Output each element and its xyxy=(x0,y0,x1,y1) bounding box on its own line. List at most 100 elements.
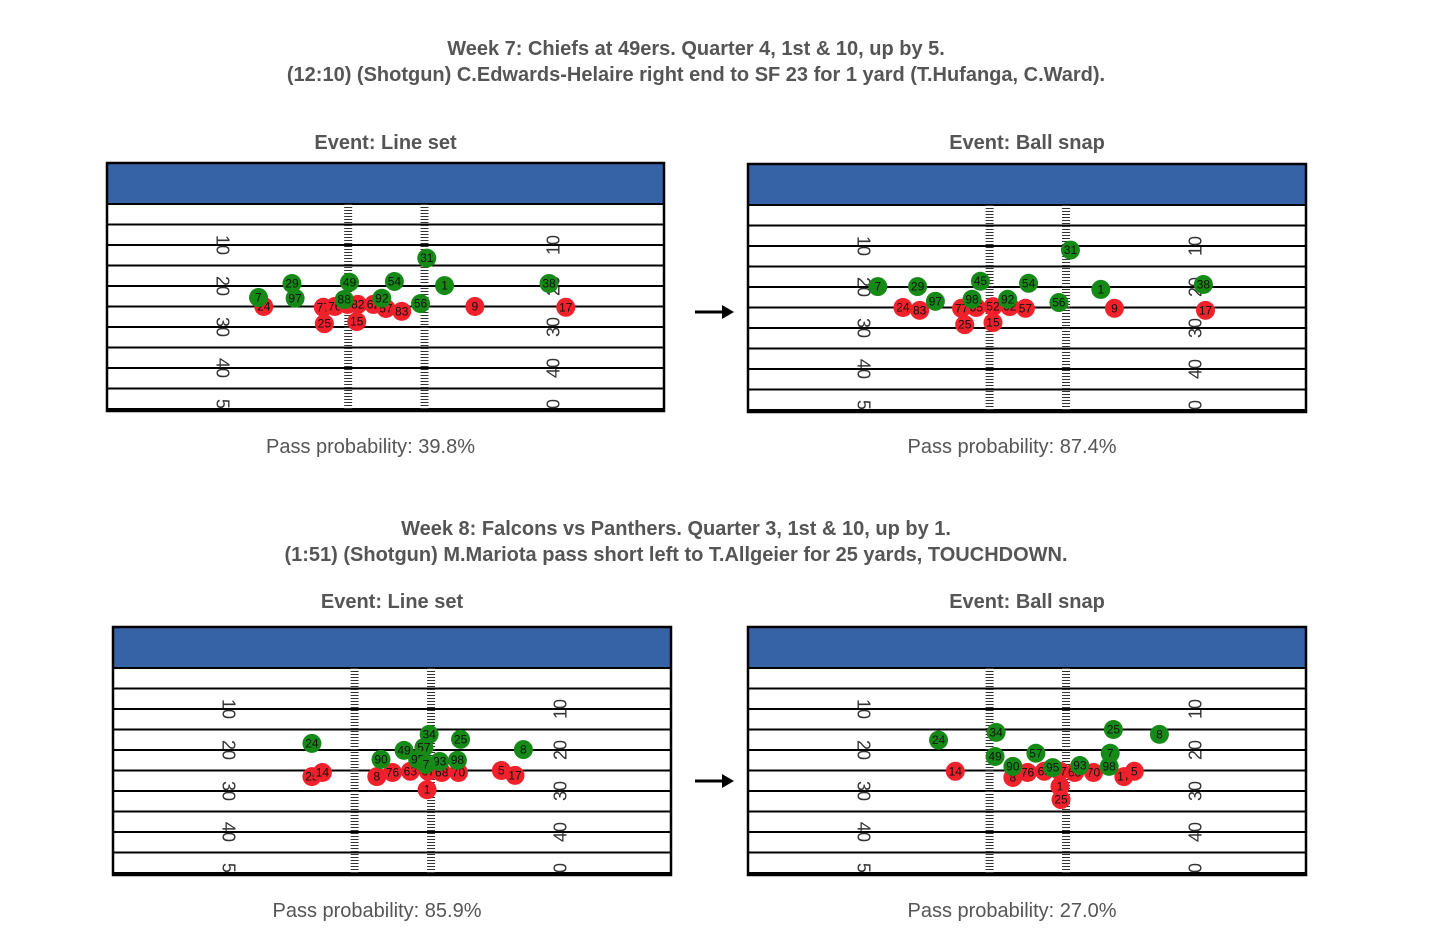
player-number: 8 xyxy=(520,743,527,757)
player-dot xyxy=(383,763,403,783)
player-number: 92 xyxy=(1001,292,1015,306)
play-description: (1:51) (Shotgun) M.Mariota pass short le… xyxy=(284,544,1067,566)
y-tick-label: 20 xyxy=(219,740,239,760)
field-border xyxy=(105,161,666,413)
endzone xyxy=(107,163,664,204)
player-number: 98 xyxy=(451,753,465,767)
player-dot xyxy=(925,291,945,311)
y-tick-label: 50 xyxy=(1186,400,1206,420)
player-number: 31 xyxy=(420,251,434,265)
player-number: 49 xyxy=(397,743,411,757)
player-number: 1 xyxy=(1097,282,1104,296)
player-dot xyxy=(1070,756,1090,776)
player-dot xyxy=(417,248,437,268)
y-tick-label: 20 xyxy=(854,740,874,760)
player-dot xyxy=(314,314,334,334)
pass-probability: Pass probability: 27.0% xyxy=(907,900,1116,922)
player-dot xyxy=(893,297,913,317)
y-tick-label: 40 xyxy=(219,822,239,842)
player-number: 76 xyxy=(1021,766,1035,780)
player-number: 56 xyxy=(414,297,428,311)
player-number: 45 xyxy=(974,274,988,288)
player-dot xyxy=(372,288,392,308)
player-dot xyxy=(539,274,559,294)
y-tick-label: 50 xyxy=(551,863,571,883)
player-dot xyxy=(945,761,965,781)
player-dot xyxy=(249,287,269,307)
player-number: 14 xyxy=(316,766,330,780)
y-tick-label: 10 xyxy=(212,235,232,255)
player-dot xyxy=(513,740,533,760)
player-number: 97 xyxy=(929,294,943,308)
y-tick-label: 10 xyxy=(544,235,564,255)
player-dot xyxy=(1195,300,1215,320)
y-tick-label: 30 xyxy=(1186,781,1206,801)
player-number: 49 xyxy=(343,275,357,289)
y-tick-label: 10 xyxy=(551,699,571,719)
panel-title: Event: Ball snap xyxy=(949,591,1105,613)
player-dot xyxy=(394,740,414,760)
field-border xyxy=(111,625,673,877)
player-number: 8 xyxy=(373,770,380,784)
player-dot xyxy=(392,301,412,321)
player-dot xyxy=(302,733,322,753)
player-number: 9 xyxy=(472,299,479,313)
player-dot xyxy=(417,780,437,800)
arrow xyxy=(695,774,734,788)
player-number: 31 xyxy=(1064,243,1078,257)
player-number: 98 xyxy=(965,292,979,306)
y-tick-label: 50 xyxy=(854,863,874,883)
player-number: 82 xyxy=(351,297,365,311)
player-number: 95 xyxy=(1046,761,1060,775)
player-number: 54 xyxy=(1022,276,1036,290)
player-dot xyxy=(371,749,391,769)
player-number: 38 xyxy=(1197,278,1211,292)
player-dot xyxy=(908,277,928,297)
player-number: 52 xyxy=(986,300,1000,314)
y-tick-label: 10 xyxy=(854,699,874,719)
play-description: (12:10) (Shotgun) C.Edwards-Helaire righ… xyxy=(287,64,1105,86)
player-number: 8 xyxy=(1010,770,1017,784)
player-dot xyxy=(339,272,359,292)
field: 1010202030304040505024777665826257839172… xyxy=(107,163,664,411)
y-tick-label: 10 xyxy=(1186,236,1206,256)
y-tick-label: 30 xyxy=(1186,318,1206,338)
y-tick-label: 30 xyxy=(854,781,874,801)
y-tick-label: 20 xyxy=(551,740,571,760)
player-dot xyxy=(282,274,302,294)
player-number: 7 xyxy=(874,280,881,294)
player-number: 56 xyxy=(1052,296,1066,310)
player-number: 25 xyxy=(454,732,468,746)
field: 1010202030304040505024837765526257917251… xyxy=(748,164,1306,420)
y-tick-label: 50 xyxy=(219,863,239,883)
endzone xyxy=(748,164,1306,205)
player-dot xyxy=(983,297,1003,317)
player-number: 92 xyxy=(375,291,389,305)
y-tick-label: 40 xyxy=(544,358,564,378)
player-dot xyxy=(416,754,436,774)
panel-title: Event: Line set xyxy=(314,132,457,154)
player-dot xyxy=(556,297,576,317)
player-number: 38 xyxy=(542,277,556,291)
field: 1010202030304040505025148766367687051712… xyxy=(113,627,671,883)
player-dot xyxy=(1103,719,1123,739)
player-dot xyxy=(384,271,404,291)
player-number: 25 xyxy=(1054,793,1068,807)
player-number: 7 xyxy=(423,757,430,771)
arrow xyxy=(695,305,734,319)
player-dot xyxy=(1018,763,1038,783)
player-number: 15 xyxy=(986,316,1000,330)
player-dot xyxy=(1051,790,1071,810)
field-border xyxy=(746,162,1308,414)
player-dot xyxy=(1149,724,1169,744)
y-tick-label: 40 xyxy=(1186,822,1206,842)
player-number: 17 xyxy=(559,300,573,314)
player-number: 7 xyxy=(255,290,262,304)
player-number: 83 xyxy=(913,303,927,317)
y-tick-label: 20 xyxy=(854,277,874,297)
y-tick-label: 40 xyxy=(854,822,874,842)
player-number: 1 xyxy=(441,279,448,293)
y-tick-label: 40 xyxy=(854,359,874,379)
player-dot xyxy=(1193,275,1213,295)
